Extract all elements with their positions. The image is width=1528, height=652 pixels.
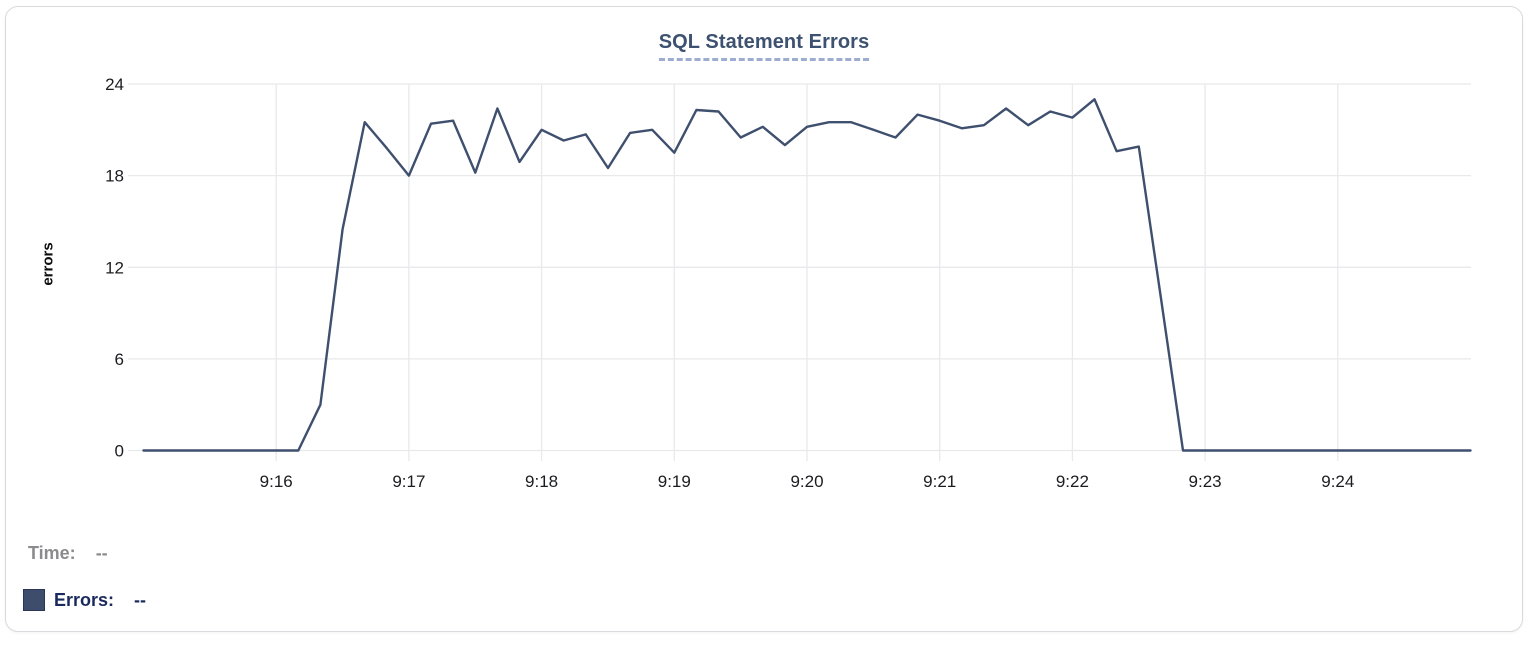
readout-time-value: --: [95, 543, 108, 563]
x-axis-tick-label: 9:22: [1056, 472, 1089, 491]
x-axis-tick-label: 9:24: [1321, 472, 1354, 491]
readout-errors-label: Errors:: [54, 589, 115, 610]
errors-series-line[interactable]: [142, 98, 1472, 452]
readout-errors-value: --: [134, 589, 147, 610]
readout-errors-row: Errors: --: [23, 589, 146, 611]
y-axis-tick-label: 12: [105, 258, 124, 277]
chart-title[interactable]: SQL Statement Errors: [658, 31, 870, 61]
x-axis-tick-label: 9:20: [790, 472, 823, 491]
y-axis-tick-label: 18: [105, 167, 124, 186]
readout-time-label: Time:: [28, 543, 76, 563]
x-axis-tick-label: 9:19: [658, 472, 691, 491]
x-axis-tick-label: 9:21: [923, 472, 956, 491]
chart-card: [5, 6, 1523, 632]
errors-line-chart[interactable]: 0 6 12 18 24 9:16 9:17 9:18 9:19 9:20 9:21 9:22 9:23…: [0, 0, 1528, 505]
x-axis-tick-label: 9:16: [260, 472, 293, 491]
readout-time-row: Time: --: [28, 543, 108, 564]
y-axis-tick-label: 24: [105, 75, 124, 94]
y-axis-tick-label: 0: [115, 442, 124, 461]
x-axis-tick-label: 9:23: [1189, 472, 1222, 491]
errors-series-swatch: [23, 589, 45, 611]
y-axis-tick-label: 6: [115, 350, 124, 369]
x-axis-tick-label: 9:18: [525, 472, 558, 491]
chart-header: SQL Statement Errors: [0, 31, 1528, 61]
x-axis-tick-label: 9:17: [392, 472, 425, 491]
y-axis-title: errors: [39, 242, 57, 286]
